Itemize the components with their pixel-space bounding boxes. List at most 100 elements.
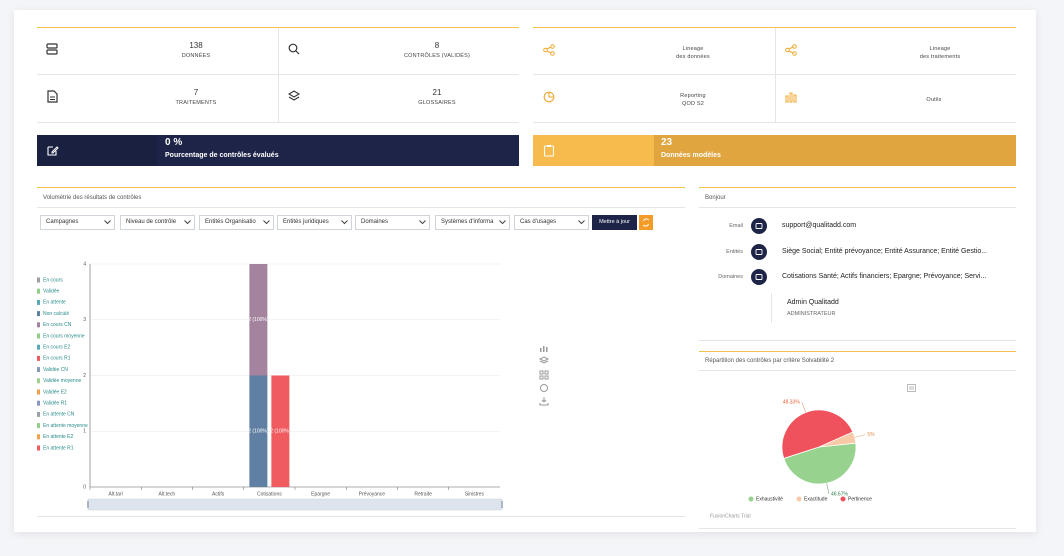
main-card xyxy=(14,10,1036,532)
zoom-bar xyxy=(87,498,503,511)
legend-label: En cours xyxy=(43,277,63,283)
legend-swatch xyxy=(37,423,40,429)
row-icon xyxy=(751,244,767,260)
row-value: support@qualitadd.com xyxy=(782,222,857,229)
x-tick-label: Epargne xyxy=(311,491,330,497)
x-tick-label: Prévoyance xyxy=(359,491,386,497)
legend-label: Validée E2 xyxy=(43,389,67,395)
filter-select[interactable]: Cas d'usages xyxy=(514,215,589,230)
legend-label: En attente E2 xyxy=(43,434,74,440)
divider xyxy=(37,516,685,517)
stat-label: DONNÉES xyxy=(181,53,211,59)
pie-slice xyxy=(781,409,854,459)
legend-swatch xyxy=(37,299,40,305)
link-label[interactable]: Lineage des données xyxy=(676,45,710,61)
divider xyxy=(699,340,1016,341)
icon-data xyxy=(46,43,58,55)
filter-select[interactable]: Domaines xyxy=(355,215,430,230)
filter-label: Entités Organisatio xyxy=(205,219,256,225)
legend-swatch xyxy=(840,496,846,502)
link-line: Reporting xyxy=(680,93,706,99)
icon-file xyxy=(47,90,58,103)
chevron xyxy=(419,220,426,225)
filter-select[interactable]: Entités Organisatio xyxy=(199,215,274,230)
pie-leader xyxy=(826,483,830,494)
link-label[interactable]: Lineage des traitements xyxy=(920,45,961,61)
icon xyxy=(755,223,763,229)
divider xyxy=(37,122,519,123)
chevron xyxy=(184,220,191,225)
x-tick-label: Alt.tech xyxy=(159,491,176,497)
divider xyxy=(699,370,1016,371)
row-label: Entités xyxy=(726,249,743,255)
chart-credit: FusionCharts Trial xyxy=(710,513,751,519)
chevron xyxy=(578,220,585,225)
section-accent xyxy=(37,187,685,188)
stat-value: 8 xyxy=(434,41,440,50)
filter-label: Cas d'usages xyxy=(520,219,557,225)
bar-label: 2 (100%) xyxy=(248,429,269,435)
bar-label: 2 (100%) xyxy=(248,317,269,323)
divider xyxy=(771,293,772,323)
user-name: Admin Qualitadd xyxy=(787,299,839,306)
stat-value: 21 xyxy=(432,88,442,97)
legend-swatch xyxy=(796,496,802,502)
x-tick-label: Retraite xyxy=(414,491,432,497)
pie-leader xyxy=(801,402,806,413)
banner-value: 0 % xyxy=(165,137,183,148)
filter-select[interactable]: Entités juridiques xyxy=(277,215,352,230)
legend-swatch xyxy=(37,367,40,373)
y-tick-label: 0 xyxy=(83,484,86,490)
bar xyxy=(249,375,268,487)
link-label[interactable]: Reporting QOD S2 xyxy=(680,92,706,108)
icon xyxy=(755,274,763,280)
link-line: des traitements xyxy=(919,54,961,60)
section-accent xyxy=(533,27,1016,28)
legend-swatch xyxy=(37,434,40,440)
legend-label: En cours E2 xyxy=(43,345,70,351)
chevron xyxy=(499,220,506,225)
stat-label: TRAITEMENTS xyxy=(175,100,217,106)
row-icon xyxy=(751,269,767,285)
legend-label: Non calculé xyxy=(43,311,69,317)
chevron xyxy=(263,220,270,225)
update-button[interactable]: Mettre à jour xyxy=(592,215,637,230)
filter-select[interactable]: Systèmes d'informa xyxy=(435,215,510,230)
legend-label: En attente xyxy=(43,300,66,306)
icon-edit xyxy=(47,146,59,156)
row-label: Email xyxy=(729,223,743,229)
panel-title: Bonjour xyxy=(705,195,726,201)
legend-label: En cours CN xyxy=(43,322,72,328)
legend-swatch xyxy=(37,322,40,328)
y-tick-label: 3 xyxy=(83,317,86,323)
legend-swatch xyxy=(37,411,40,417)
chevron xyxy=(341,220,348,225)
panel-title: Volumétrie des résultats de contrôles xyxy=(43,195,142,201)
legend-swatch xyxy=(748,496,754,502)
icon-tools xyxy=(785,92,797,103)
bar xyxy=(271,375,290,487)
legend-label: Exactitude xyxy=(804,496,828,502)
chart-toolbox[interactable] xyxy=(538,345,550,407)
section-accent xyxy=(699,187,1016,188)
divider xyxy=(533,122,1016,123)
y-tick-label: 4 xyxy=(83,261,86,267)
legend-swatch xyxy=(37,389,40,395)
filter-select[interactable]: Campagnes xyxy=(40,215,115,230)
refresh-button[interactable] xyxy=(639,215,653,230)
chart-menu[interactable] xyxy=(907,384,916,392)
filter-label: Entités juridiques xyxy=(283,219,329,225)
icon-report xyxy=(543,91,555,103)
icon-lineage xyxy=(543,44,555,56)
link-line: des données xyxy=(676,54,710,60)
filter-select[interactable]: Niveau de contrôle xyxy=(120,215,195,230)
y-tick-label: 2 xyxy=(83,373,86,379)
legend-swatch xyxy=(37,311,40,317)
link-line: QOD S2 xyxy=(682,101,704,107)
link-label[interactable]: Outils xyxy=(926,96,941,104)
link-line: Outils xyxy=(926,97,942,103)
chevron xyxy=(104,220,111,225)
zoom-handle xyxy=(501,501,503,508)
